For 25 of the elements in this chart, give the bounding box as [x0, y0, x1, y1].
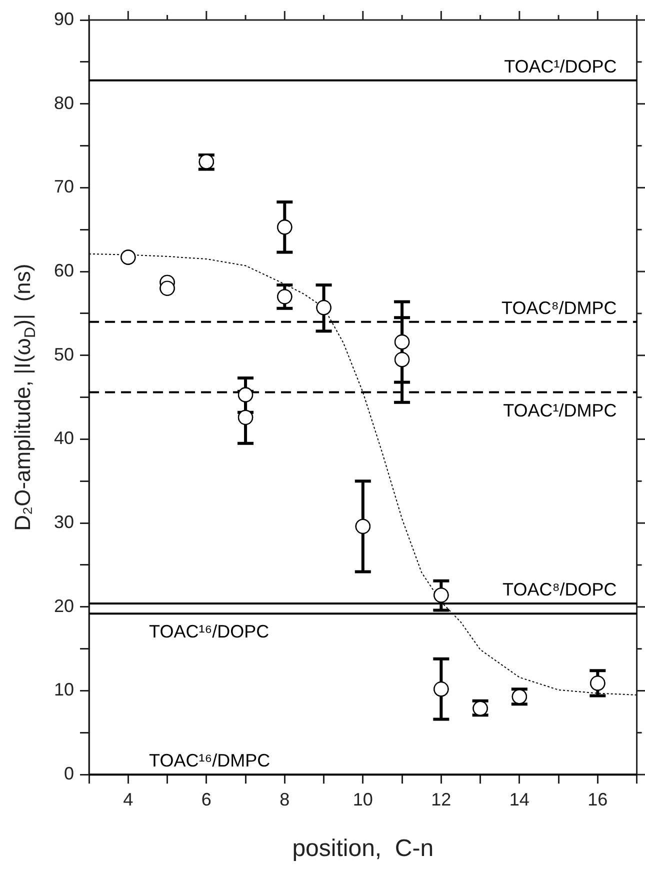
y-tick-label: 0 — [64, 764, 74, 784]
x-tick-label: 6 — [201, 789, 212, 810]
ref-line-label: TOAC⁸/DOPC — [502, 580, 617, 600]
y-tick-label: 60 — [54, 260, 74, 280]
y-axis-title: D₂O-amplitude, |I(ωD)| (ns) — [10, 264, 39, 531]
y-tick-label: 70 — [54, 176, 74, 197]
ref-line-label: TOAC¹⁶/DMPC — [149, 750, 270, 771]
x-tick-label: 4 — [123, 789, 134, 810]
x-tick-label: 10 — [352, 789, 373, 810]
ref-line-label: TOAC¹⁶/DOPC — [149, 622, 270, 642]
x-tick-label: 8 — [280, 789, 290, 810]
y-tick-label: 80 — [54, 92, 74, 113]
y-tick-label: 10 — [54, 680, 74, 700]
x-axis-title: position, C-n — [292, 835, 434, 862]
x-tick-label: 16 — [588, 789, 608, 810]
y-tick-label: 20 — [54, 596, 74, 616]
y-tick-label: 90 — [54, 8, 74, 29]
x-tick-label: 12 — [431, 789, 452, 810]
ref-line-label: TOAC⁸/DMPC — [502, 298, 617, 318]
ref-line-label: TOAC¹/DMPC — [503, 400, 617, 420]
ref-line-label: TOAC¹/DOPC — [504, 56, 617, 76]
y-tick-label: 30 — [54, 512, 74, 532]
y-tick-label: 40 — [54, 428, 74, 448]
y-tick-label: 50 — [54, 344, 74, 364]
x-tick-label: 14 — [509, 789, 530, 810]
